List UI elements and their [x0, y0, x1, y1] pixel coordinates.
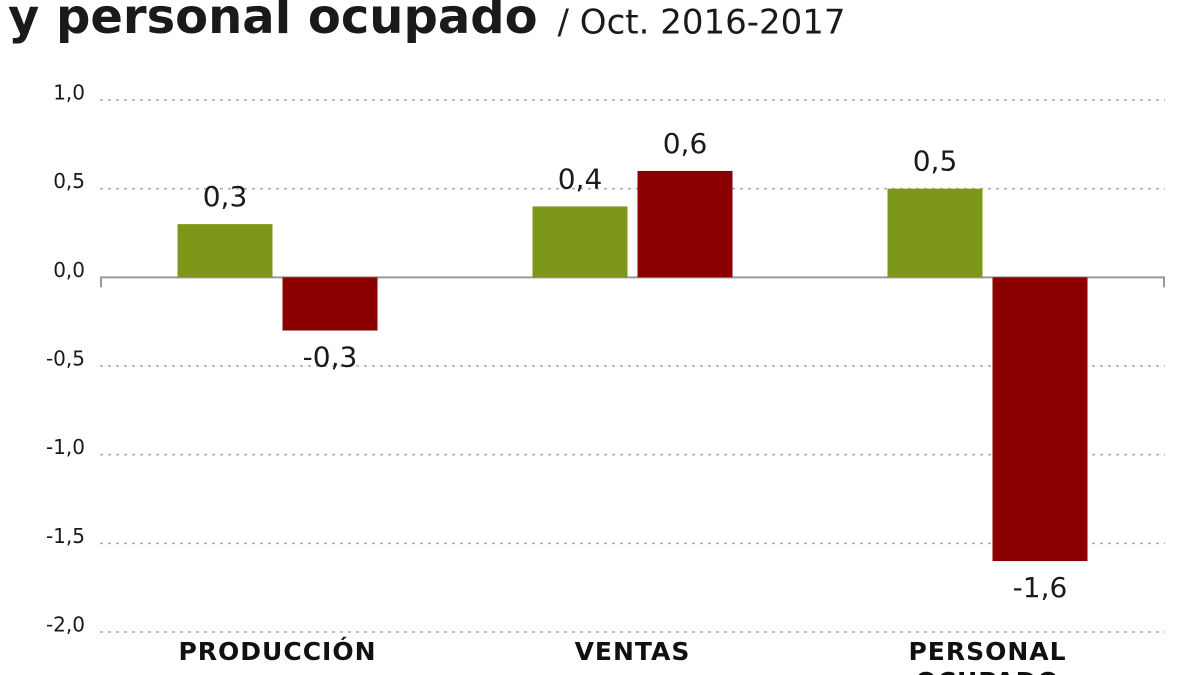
- x-tick-label: PRODUCCIÓN: [178, 637, 377, 666]
- bar: [637, 170, 733, 278]
- bar: [887, 188, 983, 278]
- x-tick-label: VENTAS: [574, 637, 691, 666]
- y-tick-label: 1,0: [53, 81, 85, 105]
- value-label: -1,6: [1013, 571, 1068, 604]
- y-tick-label: -1,0: [46, 435, 85, 459]
- value-label: 0,6: [663, 127, 708, 160]
- value-label: -0,3: [303, 341, 358, 374]
- y-tick-label: 0,5: [53, 169, 85, 193]
- bar: [532, 206, 628, 278]
- chart-subtitle: / Oct. 2016-2017: [558, 3, 846, 43]
- x-tick-label: PERSONAL OCUPADO: [908, 637, 1067, 675]
- bar: [992, 277, 1088, 562]
- y-tick-label: -2,0: [46, 613, 85, 637]
- value-label: 0,3: [203, 180, 248, 213]
- y-tick-label: -1,5: [46, 524, 85, 548]
- value-label: 0,5: [913, 145, 958, 178]
- bar: [177, 224, 273, 278]
- bar: [282, 277, 378, 331]
- chart-title: y personal ocupado: [8, 0, 538, 45]
- y-tick-label: 0,0: [53, 258, 85, 282]
- y-tick-label: -0,5: [46, 347, 85, 371]
- value-label: 0,4: [558, 162, 603, 195]
